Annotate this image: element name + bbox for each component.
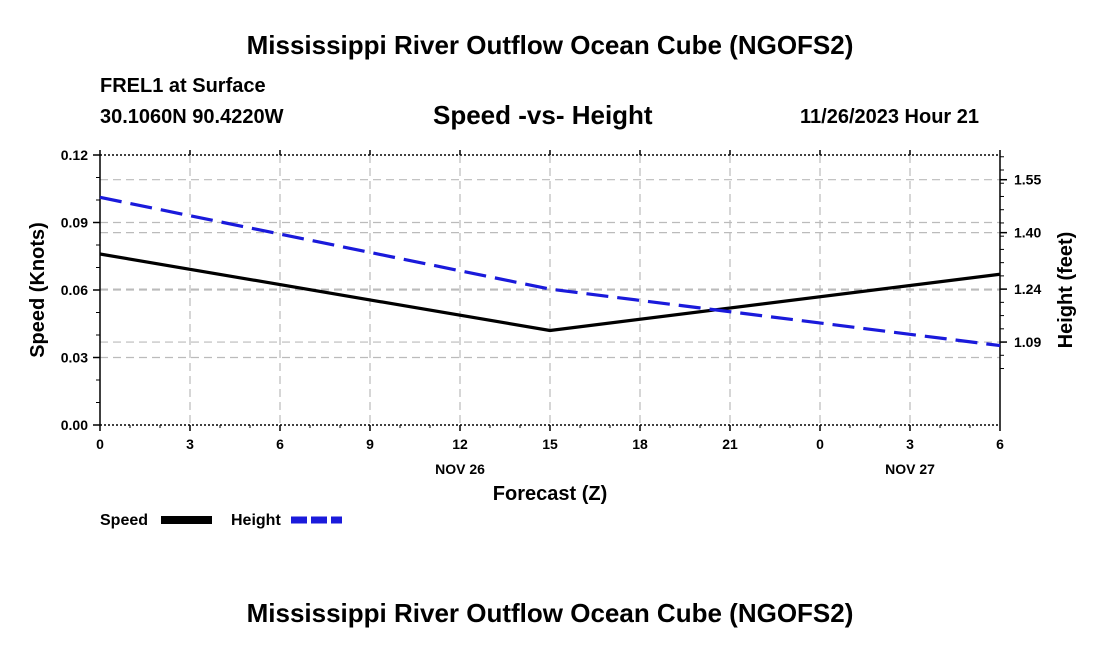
footer-title: Mississippi River Outflow Ocean Cube (NG… [246,598,854,628]
y2-tick-label: 1.55 [1014,172,1041,188]
chart-subtitle: Speed -vs- Height [433,100,653,130]
y-tick-label: 0.09 [61,215,88,231]
y2-axis-title: Height (feet) [1055,232,1077,349]
x-tick-label: 15 [542,436,558,452]
chart-datetime: 11/26/2023 Hour 21 [800,106,980,128]
x-tick-label: 0 [816,436,824,452]
y-tick-label: 0.03 [61,350,88,366]
height-series-line [99,195,1001,348]
x-tick-label: 6 [996,436,1004,452]
y2-tick-label: 1.24 [1014,281,1041,297]
main-title: Mississippi River Outflow Ocean Cube (NG… [246,30,854,60]
x-tick-label: 3 [186,436,194,452]
y-tick-label: 0.06 [61,282,88,298]
station-name: FREL1 at Surface [100,75,266,97]
y-tick-label: 0.00 [61,417,88,433]
x-tick-label: 18 [632,436,648,452]
x-tick-label: 9 [366,436,374,452]
legend-label-speed: Speed [100,512,148,529]
x-date-label: NOV 26 [435,461,485,477]
x-tick-label: 6 [276,436,284,452]
x-tick-label: 0 [96,436,104,452]
x-axis-title: Forecast (Z) [493,483,607,505]
legend-label-height: Height [231,512,281,529]
y-axis-title: Speed (Knots) [27,222,49,358]
y2-tick-label: 1.09 [1014,334,1041,350]
y-tick-label: 0.12 [61,147,88,163]
x-tick-label: 21 [722,436,738,452]
x-date-label: NOV 27 [885,461,935,477]
speed-series-line [99,252,1001,333]
y2-tick-label: 1.40 [1014,225,1041,241]
x-tick-label: 12 [452,436,468,452]
station-coordinates: 30.1060N 90.4220W [100,106,284,128]
x-tick-label: 3 [906,436,914,452]
